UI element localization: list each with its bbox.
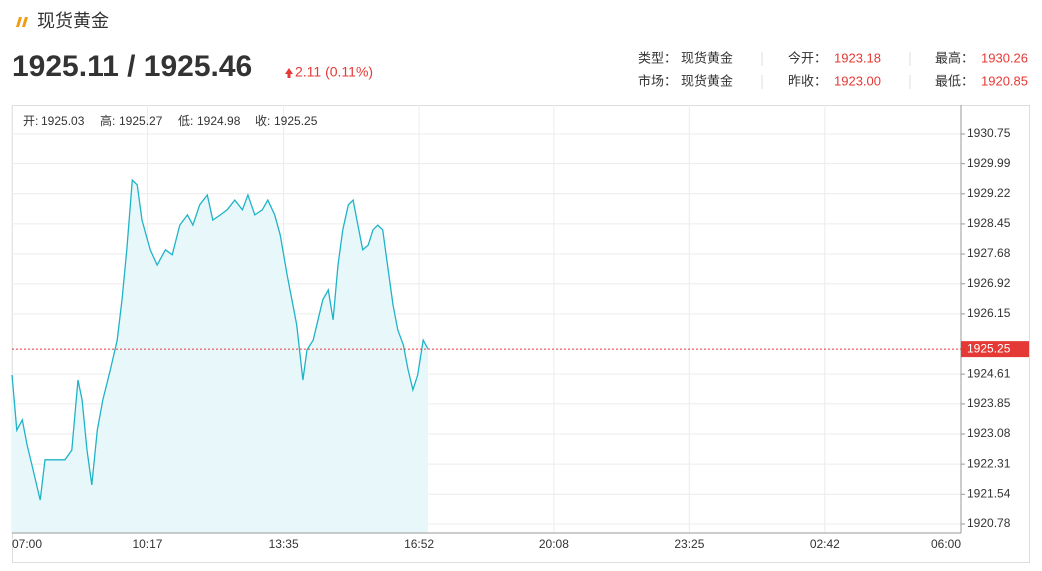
x-tick-label: 23:25 xyxy=(674,537,704,551)
x-tick-label: 13:35 xyxy=(269,537,299,551)
info-value: 1923.18 xyxy=(834,50,881,65)
y-tick-label: 1927.68 xyxy=(967,246,1011,260)
y-tick-label: 1922.31 xyxy=(967,456,1011,470)
ohlc-label: 低: xyxy=(178,114,193,128)
info-label: 昨收： xyxy=(788,73,827,88)
ohlc-label: 开: xyxy=(23,114,38,128)
info-label: 市场： xyxy=(638,73,677,88)
quote: 1925.11 / 1925.46 xyxy=(12,50,252,83)
area xyxy=(12,180,428,533)
y-tick-label: 1930.75 xyxy=(967,126,1011,140)
price-line xyxy=(11,178,429,501)
info-label: 最低： xyxy=(935,73,974,88)
ohlc-value: 1925.03 xyxy=(41,114,85,128)
x-tick-label: 02:42 xyxy=(810,537,840,551)
up-arrow xyxy=(285,68,293,78)
last-price-box xyxy=(961,341,1029,358)
info-value: 1923.00 xyxy=(834,73,881,88)
change: 2.11 (0.11%) xyxy=(295,64,373,80)
x-tick-label: 06:00 xyxy=(931,537,961,551)
x-tick-label: 20:08 xyxy=(539,537,569,551)
y-tick-label: 1921.54 xyxy=(967,486,1011,500)
info-value: 现货黄金 xyxy=(681,73,733,88)
title: 现货黄金 xyxy=(37,11,109,31)
y-tick-label: 1926.15 xyxy=(967,306,1011,320)
y-tick-label: 1926.92 xyxy=(967,276,1011,290)
info-value: 1920.85 xyxy=(981,73,1028,88)
last-price-label: 1925.25 xyxy=(967,341,1011,355)
ohlc-value: 1925.27 xyxy=(119,114,163,128)
info-value: 现货黄金 xyxy=(681,50,733,65)
x-tick-label: 10:17 xyxy=(132,537,162,551)
y-tick-label: 1923.85 xyxy=(967,396,1011,410)
info-label: 今开： xyxy=(788,50,827,65)
y-tick-label: 1929.22 xyxy=(967,186,1011,200)
x-tick-label: 07:00 xyxy=(12,537,42,551)
info-value: 1930.26 xyxy=(981,50,1028,65)
ohlc-value: 1924.98 xyxy=(197,114,241,128)
y-tick-label: 1923.08 xyxy=(967,426,1011,440)
y-tick-label: 1924.61 xyxy=(967,366,1011,380)
logo xyxy=(16,17,28,27)
y-tick-label: 1929.99 xyxy=(967,156,1011,170)
y-tick-label: 1928.45 xyxy=(967,216,1011,230)
info-label: 类型： xyxy=(638,50,677,65)
x-tick-label: 16:52 xyxy=(404,537,434,551)
plot: 1930.75 1929.99 1929.22 1928.45 1927.68 1926.… xyxy=(11,105,1029,551)
ohlc-value: 1925.25 xyxy=(274,114,318,128)
ohlc-label: 高: xyxy=(100,113,115,128)
y-tick-label: 1920.78 xyxy=(967,516,1011,530)
ohlc-label: 收: xyxy=(255,114,270,128)
info-label: 最高： xyxy=(935,50,974,65)
